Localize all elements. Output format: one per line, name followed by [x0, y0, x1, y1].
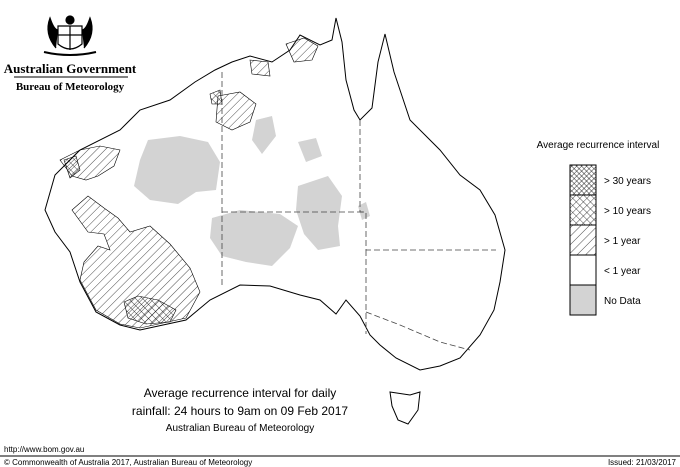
no-data-area: [298, 138, 322, 162]
australia-map: [44, 17, 506, 425]
over-1-year-area: [285, 37, 319, 63]
caption-line: rainfall: 24 hours to 9am on 09 Feb 2017: [132, 404, 348, 418]
no-data-area: [210, 210, 298, 266]
legend-swatch: [569, 284, 597, 316]
agency-name: Bureau of Meteorology: [16, 81, 125, 93]
over-1-year-area: [249, 59, 271, 77]
caption-line: Average recurrence interval for daily: [144, 386, 337, 400]
legend: Average recurrence interval > 30 years >…: [537, 140, 660, 316]
legend-title: Average recurrence interval: [537, 140, 660, 151]
footer-copyright: © Commonwealth of Australia 2017, Austra…: [4, 458, 252, 467]
government-name: Australian Government: [4, 61, 137, 76]
crest: [43, 15, 97, 56]
no-data-area: [134, 136, 220, 204]
tasmania-coast: [389, 391, 421, 425]
state-border: [365, 311, 471, 351]
legend-swatch: [569, 254, 597, 286]
legend-label: > 30 years: [604, 176, 651, 187]
no-data-area: [296, 176, 342, 250]
no-data-area: [358, 202, 370, 220]
legend-label: No Data: [604, 296, 641, 307]
no-data-area: [252, 116, 276, 154]
legend-label: < 1 year: [604, 266, 641, 277]
legend-label: > 1 year: [604, 236, 641, 247]
over-10-years-area: [123, 295, 177, 325]
legend-label: > 10 years: [604, 206, 651, 217]
legend-swatch: [569, 164, 597, 196]
footer-url: http://www.bom.gov.au: [4, 445, 84, 454]
legend-swatch: [569, 224, 597, 256]
over-1-year-area: [215, 91, 257, 131]
legend-swatch: [569, 194, 597, 226]
over-1-year-area: [71, 195, 201, 329]
over-10-years-area: [63, 155, 81, 179]
caption-line: Australian Bureau of Meteorology: [166, 423, 314, 434]
footer-issued: Issued: 21/03/2017: [608, 458, 677, 467]
